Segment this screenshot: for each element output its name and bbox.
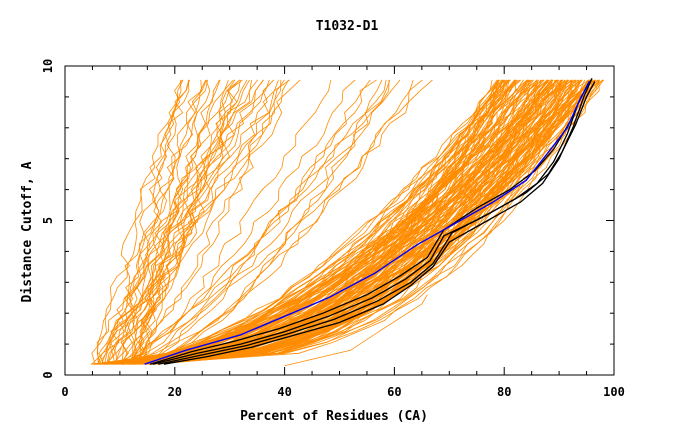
axes: 0 20 40 60 80 100 0 5 10 bbox=[41, 59, 625, 399]
y-axis-label: Distance Cutoff, A bbox=[20, 161, 35, 302]
x-tick-label: 60 bbox=[387, 385, 401, 399]
bundle-curve bbox=[131, 79, 593, 365]
bundle-curve bbox=[99, 79, 505, 365]
x-tick-label: 80 bbox=[497, 385, 511, 399]
bundle-curve bbox=[104, 79, 500, 365]
bundle-curve bbox=[129, 79, 252, 365]
y-tick-label: 5 bbox=[41, 217, 55, 224]
bundle-curve bbox=[104, 79, 202, 365]
bundle-curve bbox=[117, 79, 516, 365]
bundle-curve bbox=[133, 79, 301, 365]
highlight-series-line bbox=[144, 81, 590, 365]
bundle-curve bbox=[129, 79, 264, 365]
bundle-curve bbox=[96, 79, 275, 365]
bundle-curve bbox=[124, 79, 542, 365]
x-tick-label: 100 bbox=[603, 385, 625, 399]
bundle-curve bbox=[124, 79, 282, 365]
bundle-curve bbox=[93, 79, 505, 365]
bundle-curve bbox=[133, 79, 605, 365]
bundle-curve bbox=[114, 79, 511, 365]
bundle-curve bbox=[112, 79, 558, 365]
bundle-curve bbox=[112, 79, 604, 365]
series-lines bbox=[144, 78, 596, 365]
bundle-curve bbox=[112, 79, 552, 365]
bundle-curve bbox=[120, 79, 229, 365]
bundle-curve bbox=[121, 79, 433, 365]
x-axis-label: Percent of Residues (CA) bbox=[240, 409, 428, 424]
bundle-curve bbox=[91, 79, 289, 365]
bundle-curve bbox=[104, 79, 558, 365]
bundle-curve bbox=[119, 79, 241, 365]
bundle-curve bbox=[128, 79, 593, 365]
x-tick-label: 0 bbox=[61, 385, 68, 399]
bundle-curve bbox=[118, 79, 498, 365]
orange-bundle bbox=[90, 79, 605, 367]
reference-series-line bbox=[152, 81, 590, 365]
bundle-curve bbox=[123, 79, 528, 365]
reference-series-line bbox=[158, 81, 596, 365]
bundle-curve bbox=[128, 79, 570, 365]
bundle-curve bbox=[122, 79, 574, 365]
bundle-curve bbox=[131, 79, 383, 365]
x-tick-label: 40 bbox=[277, 385, 291, 399]
y-tick-label: 10 bbox=[41, 59, 55, 73]
bundle-curve bbox=[113, 79, 596, 365]
bundle-curve bbox=[118, 79, 414, 365]
bundle-curve bbox=[134, 79, 243, 365]
bundle-curve bbox=[108, 79, 207, 365]
bundle-curve bbox=[110, 79, 519, 365]
bundle-curve bbox=[124, 79, 553, 365]
bundle-curve bbox=[120, 79, 285, 365]
bundle-curve bbox=[152, 79, 583, 365]
bundle-curve bbox=[105, 79, 241, 365]
bundle-curve bbox=[111, 79, 508, 365]
bundle-curve bbox=[122, 79, 517, 365]
bundle-curve bbox=[114, 79, 356, 365]
bundle-curve bbox=[145, 79, 377, 365]
bundle-curve bbox=[97, 79, 517, 365]
bundle-curve bbox=[110, 79, 208, 365]
chart-title: T1032-D1 bbox=[316, 19, 379, 34]
bundle-curve bbox=[135, 79, 211, 365]
bundle-curve bbox=[120, 79, 279, 365]
bundle-curve bbox=[139, 79, 183, 365]
bundle-curve bbox=[106, 79, 190, 365]
bundle-curve bbox=[142, 79, 401, 365]
bundle-curve bbox=[284, 294, 428, 367]
bundle-curve bbox=[132, 79, 573, 365]
bundle-curve bbox=[134, 79, 572, 365]
bundle-curve bbox=[133, 79, 371, 365]
bundle-curve bbox=[91, 79, 539, 365]
bundle-curve bbox=[96, 79, 563, 365]
x-tick-label: 20 bbox=[168, 385, 182, 399]
bundle-curve bbox=[120, 79, 390, 365]
bundle-curve bbox=[103, 79, 601, 365]
bundle-curve bbox=[148, 79, 507, 365]
bundle-curve bbox=[91, 79, 182, 365]
y-tick-label: 0 bbox=[41, 371, 55, 378]
